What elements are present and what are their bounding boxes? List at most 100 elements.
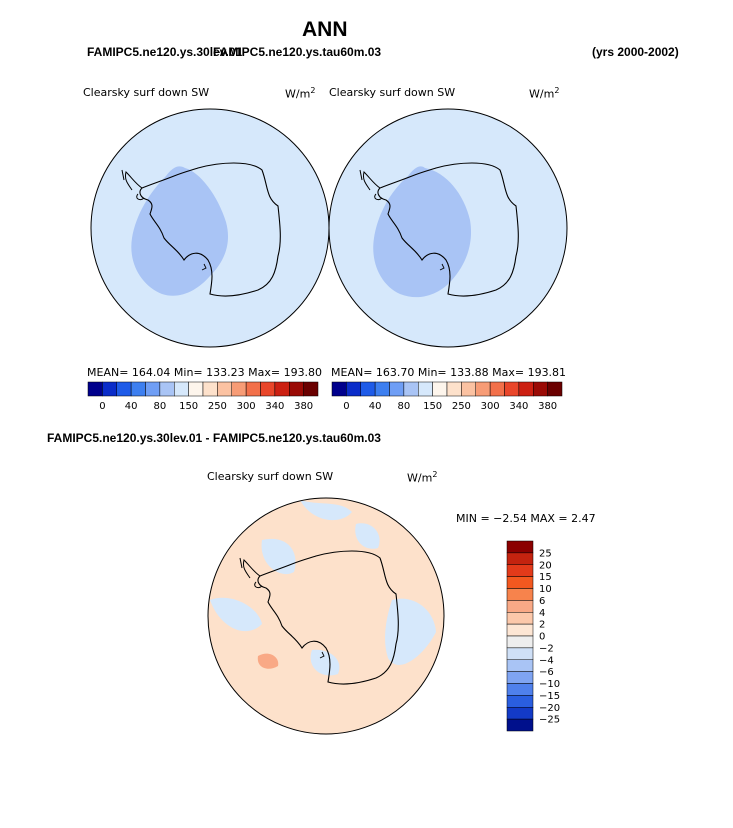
diff-colorbar-swatch	[506, 659, 534, 672]
right-panel-stats: MEAN= 163.70 Min= 133.88 Max= 193.81	[331, 366, 567, 379]
right-panel-units: W/m2	[529, 86, 559, 101]
figure-title: ANN	[302, 18, 348, 41]
diff-panel-label: Clearsky surf down SW	[207, 470, 334, 483]
diff-map-neg-patch-1	[300, 500, 352, 521]
right-colorbar-swatch	[346, 381, 361, 397]
diff-colorbar-swatch	[506, 671, 534, 684]
right-colorbar-swatch	[504, 381, 520, 397]
case-header: FAMIPC5.ne120.ys.30lev.01	[87, 45, 243, 59]
diff-colorbar-swatch	[506, 612, 534, 625]
right-colorbar-tick-label: 40	[369, 401, 382, 412]
left-colorbar-tick-label: 40	[125, 401, 138, 412]
diff-colorbar-tick-label: −15	[539, 691, 560, 702]
diff-colorbar-tick-label: 4	[539, 608, 545, 619]
right-colorbar-swatch	[374, 381, 390, 397]
right-colorbar-swatch	[518, 381, 534, 397]
diff-colorbar-swatch	[506, 683, 534, 696]
case-header-overlap: FAMIPC5.ne120.ys.tau60m.03	[213, 45, 382, 59]
years-label: (yrs 2000-2002)	[592, 45, 679, 59]
left-colorbar-swatch	[231, 381, 247, 397]
right-map-border	[328, 108, 568, 348]
diff-colorbar-swatch	[506, 600, 534, 613]
right-map-low-region	[373, 166, 472, 298]
right-colorbar-swatch	[331, 381, 347, 397]
diff-colorbar-tick-label: −4	[539, 655, 554, 666]
diff-map-neg-patch-6	[355, 523, 380, 549]
left-colorbar-swatch	[289, 381, 304, 397]
left-colorbar-swatch	[130, 381, 146, 397]
left-colorbar-swatch	[260, 381, 276, 397]
diff-colorbar-tick-label: −10	[539, 679, 560, 690]
right-map	[329, 109, 567, 347]
diff-colorbar-swatch	[506, 718, 534, 732]
diff-colorbar-swatch	[506, 707, 534, 720]
left-colorbar-tick-label: 80	[154, 401, 167, 412]
diff-colorbar-tick-label: 2	[539, 620, 545, 631]
left-colorbar-tick-label: 250	[208, 401, 227, 412]
right-units-text: W/m	[529, 87, 555, 101]
left-colorbar-swatch	[87, 381, 103, 397]
left-colorbar-swatch	[202, 381, 218, 397]
right-colorbar-tick-label: 340	[509, 401, 528, 412]
diff-units-text: W/m	[407, 471, 433, 485]
diff-map-neg-patch-2	[210, 597, 262, 632]
left-panel-stats: MEAN= 164.04 Min= 133.23 Max= 193.80	[87, 366, 323, 379]
diff-colorbar-swatch	[506, 647, 534, 660]
diff-colorbar-tick-label: 20	[539, 560, 552, 571]
diff-colorbar-tick-label: −6	[539, 667, 554, 678]
diff-colorbar-tick-label: 10	[539, 584, 552, 595]
right-colorbar-swatch	[533, 381, 548, 397]
left-colorbar-swatch	[102, 381, 117, 397]
left-colorbar-tick-label: 0	[99, 401, 105, 412]
right-colorbar-tick-label: 150	[423, 401, 442, 412]
right-colorbar-swatch	[403, 381, 419, 397]
right-colorbar-swatch	[475, 381, 491, 397]
right-colorbar-tick-label: 80	[398, 401, 411, 412]
left-colorbar-swatch	[245, 381, 261, 397]
left-panel-units: W/m2	[285, 86, 315, 101]
diff-colorbar-swatch	[506, 623, 534, 637]
right-colorbar-swatch	[418, 381, 433, 397]
right-units-sup: 2	[554, 86, 560, 95]
right-colorbar-tick-label: 250	[452, 401, 471, 412]
diff-colorbar-tick-label: 25	[539, 548, 552, 559]
left-colorbar-tick-label: 340	[265, 401, 284, 412]
diff-map	[208, 498, 444, 734]
right-panel-label: Clearsky surf down SW	[329, 86, 456, 99]
left-colorbar: 0 40 80 150 250 300 340 380	[87, 381, 319, 412]
left-colorbar-swatch	[274, 381, 290, 397]
left-colorbar-tick-label: 300	[237, 401, 256, 412]
right-colorbar-tick-label: 380	[538, 401, 557, 412]
right-colorbar-swatch	[547, 381, 563, 397]
diff-colorbar-swatch	[506, 695, 534, 708]
left-colorbar-tick-label: 150	[179, 401, 198, 412]
diff-panel-stats: MIN = −2.54 MAX = 2.47	[456, 512, 596, 525]
left-units-sup: 2	[310, 86, 316, 95]
diff-colorbar-tick-label: −20	[539, 703, 560, 714]
right-colorbar: 0 40 80 150 250 300 340 380	[331, 381, 563, 412]
left-units-text: W/m	[285, 87, 311, 101]
left-colorbar-swatch	[303, 381, 319, 397]
diff-header: FAMIPC5.ne120.ys.30lev.01 - FAMIPC5.ne12…	[47, 431, 381, 445]
diff-units-sup: 2	[432, 470, 438, 479]
diff-map-border	[207, 497, 445, 735]
diff-colorbar-tick-label: 15	[539, 572, 552, 583]
left-colorbar-swatch	[116, 381, 132, 397]
diff-colorbar-swatch	[506, 540, 534, 554]
left-map-low-lobe	[176, 168, 194, 182]
diff-colorbar-swatch	[506, 588, 534, 601]
left-colorbar-swatch	[217, 381, 232, 397]
diff-colorbar-tick-label: 0	[539, 632, 545, 643]
diff-colorbar-tick-label: −25	[539, 715, 560, 726]
right-colorbar-swatch	[489, 381, 505, 397]
left-map	[91, 109, 329, 347]
right-colorbar-tick-label: 0	[343, 401, 349, 412]
left-panel-label: Clearsky surf down SW	[83, 86, 210, 99]
diff-colorbar-swatch	[506, 635, 534, 649]
diff-colorbar-swatch	[506, 576, 534, 589]
diff-panel-units: W/m2	[407, 470, 437, 485]
diff-colorbar-swatch	[506, 552, 534, 565]
